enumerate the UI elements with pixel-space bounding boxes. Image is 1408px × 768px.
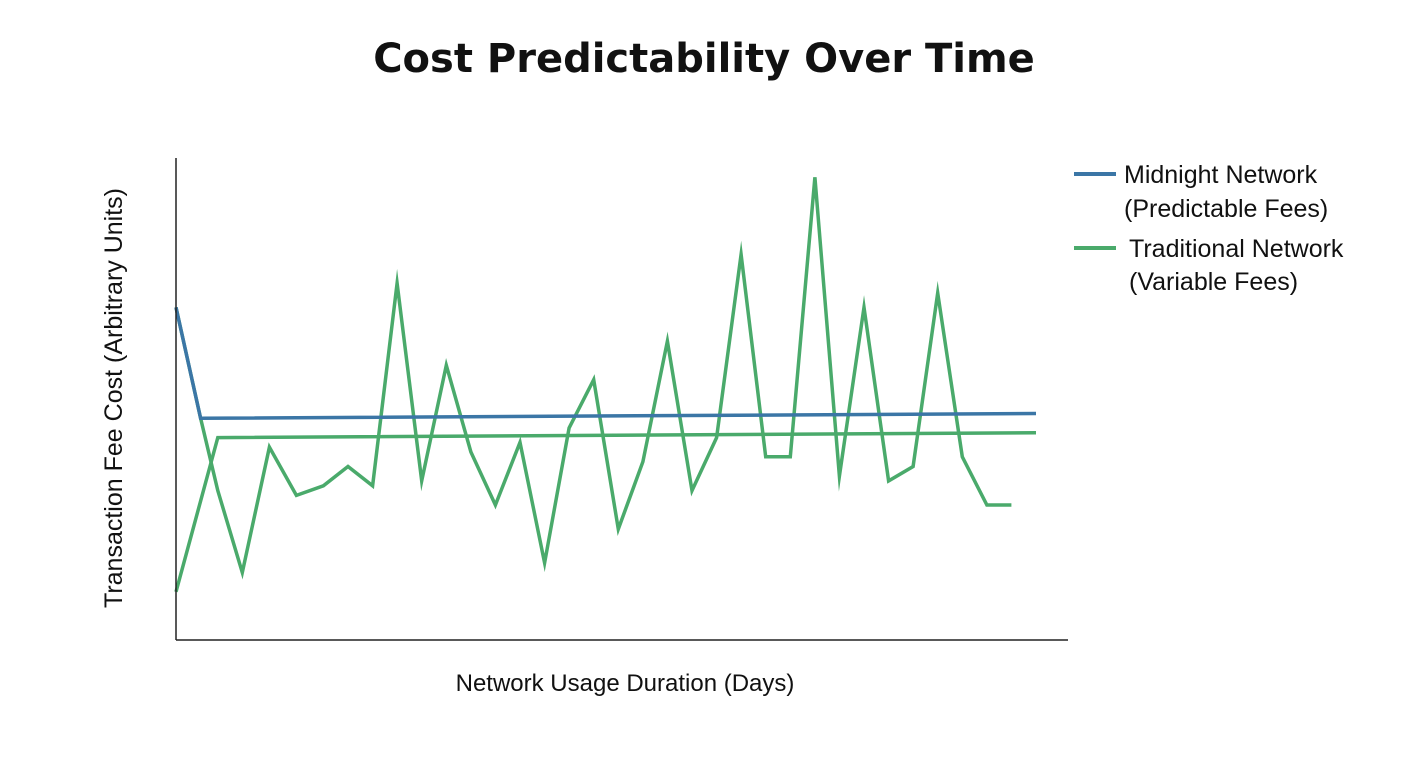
legend-label-0-line-0: Midnight Network — [1124, 161, 1318, 189]
series-line-0 — [174, 307, 1037, 421]
x-axis-label: Network Usage Duration (Days) — [456, 670, 795, 697]
legend-label-1-line-0: Traditional Network — [1129, 235, 1344, 263]
series-line-1 — [174, 430, 1037, 593]
legend-label-1-line-1: (Variable Fees) — [1129, 268, 1298, 296]
legend-label-0-line-1: (Predictable Fees) — [1124, 195, 1328, 223]
series-line-2 — [174, 177, 1012, 580]
chart-title: Cost Predictability Over Time — [373, 36, 1035, 82]
legend: Midnight Network (Predictable Fees) Tradit… — [1074, 161, 1344, 296]
series-lines — [174, 177, 1037, 593]
y-axis-label: Transaction Fee Cost (Arbitrary Units) — [100, 188, 128, 608]
